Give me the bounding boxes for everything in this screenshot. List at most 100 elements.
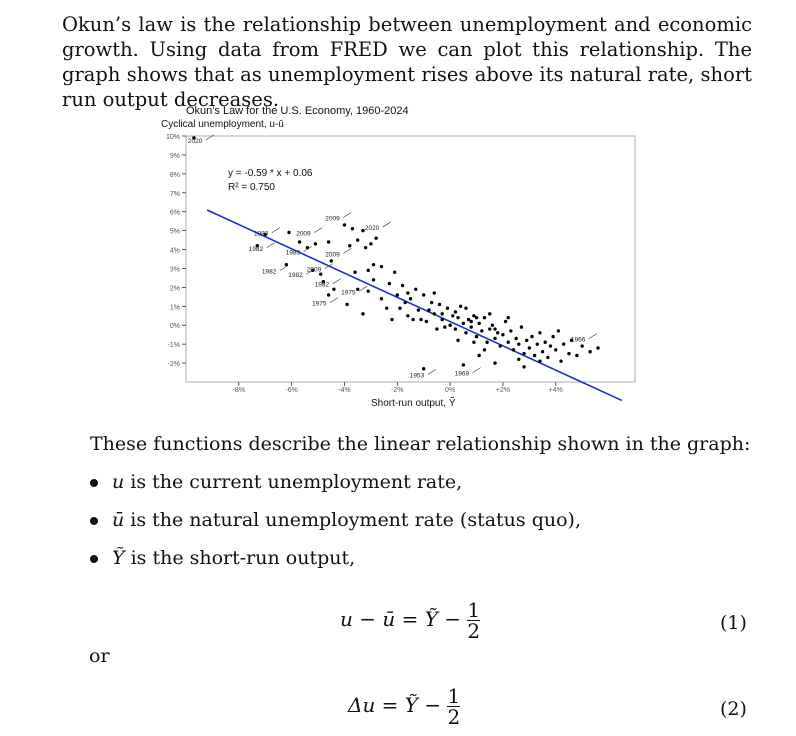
annotation-leader bbox=[343, 248, 352, 254]
data-point bbox=[416, 308, 421, 312]
data-point bbox=[297, 240, 302, 244]
data-point bbox=[461, 363, 466, 367]
data-point bbox=[559, 359, 563, 363]
y-tick-label: 0% bbox=[170, 323, 180, 330]
intro-paragraph: Okun’s law is the relationship between u… bbox=[62, 13, 752, 111]
data-point bbox=[485, 340, 489, 344]
data-point bbox=[525, 338, 529, 343]
data-point bbox=[453, 310, 458, 314]
data-point bbox=[480, 329, 484, 333]
data-point bbox=[363, 245, 368, 250]
data-point bbox=[406, 314, 410, 318]
annotation-leader bbox=[329, 297, 339, 303]
annotation-leader bbox=[588, 333, 598, 339]
data-point bbox=[511, 348, 516, 352]
data-point bbox=[493, 327, 497, 331]
data-point bbox=[532, 353, 537, 358]
bullet-text: is the short-run output, bbox=[124, 547, 356, 569]
y-tick-label: -2% bbox=[168, 361, 180, 368]
data-point bbox=[403, 300, 407, 305]
annotation-leader bbox=[303, 246, 312, 252]
y-tick-label: 3% bbox=[170, 266, 180, 273]
annotation-leader bbox=[271, 227, 281, 233]
data-point bbox=[355, 287, 360, 291]
data-point bbox=[361, 228, 365, 233]
annotation-label: 2009 bbox=[325, 251, 340, 258]
annotation-leader bbox=[306, 268, 315, 275]
data-point bbox=[443, 325, 447, 329]
trend-line bbox=[206, 209, 623, 402]
data-point bbox=[495, 331, 500, 335]
annotation-leader bbox=[205, 134, 215, 141]
annotation-leader bbox=[324, 263, 333, 269]
data-point bbox=[509, 329, 513, 333]
annotation-leader bbox=[343, 212, 352, 218]
annotation-leader bbox=[427, 369, 436, 375]
fraction-denominator: 2 bbox=[447, 705, 461, 729]
annotation-label: 2009 bbox=[307, 267, 322, 274]
annotation-label: 2020 bbox=[365, 225, 380, 232]
data-point bbox=[456, 338, 460, 343]
data-point bbox=[493, 336, 497, 341]
data-point bbox=[374, 236, 378, 240]
data-point bbox=[419, 317, 423, 322]
data-point bbox=[506, 315, 510, 320]
bullet-y-tilde: Ỹ is the short-run output, bbox=[90, 547, 355, 569]
data-point bbox=[535, 342, 539, 346]
annotation-leader bbox=[279, 265, 289, 271]
data-point bbox=[411, 317, 415, 322]
data-point bbox=[326, 293, 331, 297]
data-point bbox=[464, 306, 468, 310]
data-point bbox=[366, 289, 370, 293]
data-point bbox=[445, 306, 450, 310]
data-point bbox=[588, 350, 592, 354]
data-point bbox=[488, 327, 492, 331]
annotation-label: 1983 bbox=[286, 250, 301, 257]
data-point bbox=[350, 227, 355, 231]
bullet-dot bbox=[90, 555, 98, 563]
annotation-label: 1969 bbox=[455, 371, 470, 378]
data-point bbox=[567, 351, 571, 356]
annotation-label: 2009 bbox=[325, 215, 340, 222]
equation-1-lhs: u − ū = Ỹ − bbox=[340, 607, 462, 631]
data-point bbox=[313, 242, 318, 246]
data-point bbox=[385, 306, 389, 310]
or-text: or bbox=[89, 645, 110, 667]
data-point bbox=[488, 312, 492, 316]
x-tick-label: -2% bbox=[391, 387, 403, 394]
data-point bbox=[501, 332, 505, 337]
data-point bbox=[556, 329, 561, 333]
annotation-label: 1982 bbox=[249, 246, 264, 253]
y-tick-label: 2% bbox=[170, 285, 180, 292]
symbol-u: u bbox=[112, 471, 125, 493]
symbol-y-tilde: Ỹ bbox=[112, 547, 125, 569]
data-point bbox=[332, 287, 336, 291]
annotation-leader bbox=[358, 286, 368, 292]
data-point bbox=[522, 365, 526, 369]
annotation-label: 2009 bbox=[296, 231, 311, 238]
data-point bbox=[506, 340, 510, 344]
data-point bbox=[561, 342, 566, 346]
x-tick-label: +2% bbox=[496, 387, 510, 394]
bullet-u: u is the current unemployment rate, bbox=[90, 471, 462, 493]
data-point bbox=[596, 346, 600, 350]
data-point bbox=[469, 325, 473, 329]
data-point bbox=[398, 306, 402, 310]
data-point bbox=[400, 283, 405, 288]
data-point bbox=[477, 353, 481, 358]
equation-number-2: (2) bbox=[720, 698, 747, 720]
data-point bbox=[345, 302, 349, 307]
data-point bbox=[482, 348, 487, 352]
data-point bbox=[432, 312, 436, 316]
description-line: These functions describe the linear rela… bbox=[90, 433, 751, 455]
data-point bbox=[517, 342, 521, 346]
bullet-dot bbox=[90, 517, 98, 525]
data-point bbox=[263, 232, 267, 237]
bullet-text: is the natural unemployment rate (status… bbox=[124, 509, 582, 531]
data-point bbox=[440, 317, 444, 322]
y-tick-label: -1% bbox=[168, 342, 180, 349]
data-point bbox=[366, 268, 370, 273]
